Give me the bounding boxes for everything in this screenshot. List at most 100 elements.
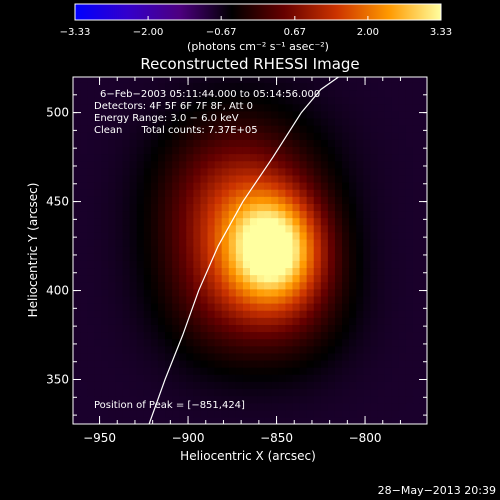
heatmap-cell: [235, 267, 244, 276]
heatmap-cell: [122, 103, 131, 112]
heatmap-cell: [235, 132, 244, 140]
heatmap-cell: [214, 281, 223, 290]
heatmap-cell: [306, 324, 315, 333]
heatmap-cell: [377, 196, 386, 204]
heatmap-cell: [334, 167, 343, 176]
heatmap-cell: [342, 402, 350, 411]
heatmap-cell: [342, 181, 350, 190]
y-tick-label: 400: [46, 284, 69, 298]
heatmap-cell: [207, 146, 216, 155]
heatmap-cell: [334, 302, 343, 311]
heatmap-cell: [228, 96, 237, 105]
heatmap-cell: [299, 210, 308, 219]
heatmap-cell: [150, 388, 159, 397]
heatmap-cell: [327, 416, 336, 424]
heatmap-cell: [179, 96, 187, 105]
heatmap-cell: [370, 181, 379, 190]
heatmap-cell: [165, 324, 173, 333]
heatmap-cell: [285, 381, 294, 390]
heatmap-cell: [412, 203, 421, 212]
heatmap-cell: [242, 153, 251, 162]
heatmap-cell: [122, 196, 131, 204]
heatmap-cell: [356, 96, 364, 105]
heatmap-cell: [73, 260, 81, 269]
heatmap-cell: [221, 302, 230, 311]
heatmap-cell: [101, 331, 109, 340]
heatmap-cell: [94, 103, 102, 112]
heatmap-cell: [228, 89, 237, 98]
heatmap-cell: [94, 359, 102, 368]
heatmap-cell: [391, 231, 400, 240]
heatmap-cell: [250, 110, 258, 119]
heatmap-cell: [221, 267, 230, 276]
heatmap-cell: [313, 217, 322, 226]
heatmap-cell: [136, 246, 145, 254]
heatmap-cell: [349, 217, 357, 226]
heatmap-cell: [101, 153, 109, 162]
heatmap-cell: [377, 374, 386, 382]
heatmap-cell: [356, 139, 364, 147]
heatmap-cell: [228, 374, 237, 382]
heatmap-cell: [101, 260, 109, 269]
heatmap-cell: [157, 367, 166, 375]
heatmap-cell: [235, 381, 244, 390]
heatmap-cell: [405, 416, 414, 424]
heatmap-cell: [221, 238, 230, 247]
heatmap-cell: [313, 125, 322, 133]
heatmap-cell: [172, 203, 180, 212]
heatmap-cell: [299, 217, 308, 226]
heatmap-cell: [264, 338, 272, 347]
heatmap-cell: [157, 117, 166, 126]
heatmap-cell: [172, 338, 180, 347]
heatmap-cell: [377, 310, 386, 318]
heatmap-cell: [363, 302, 371, 311]
heatmap-cell: [250, 238, 258, 247]
heatmap-cell: [80, 89, 88, 98]
heatmap-cell: [299, 381, 308, 390]
heatmap-cell: [115, 359, 124, 368]
heatmap-cell: [80, 203, 88, 212]
heatmap-cell: [271, 381, 279, 390]
heatmap-cell: [349, 310, 357, 318]
heatmap-cell: [412, 103, 421, 112]
heatmap-cell: [342, 331, 350, 340]
colorbar-tick-label: −3.33: [60, 27, 91, 38]
heatmap-cell: [101, 253, 109, 261]
heatmap-cell: [250, 381, 258, 390]
heatmap-cell: [73, 167, 81, 176]
heatmap-cell: [370, 153, 379, 162]
heatmap-cell: [349, 153, 357, 162]
heatmap-cell: [172, 146, 180, 155]
peak-position-label: Position of Peak = [−851,424]: [94, 400, 245, 411]
heatmap-cell: [405, 117, 414, 126]
heatmap-cell: [264, 196, 272, 204]
heatmap-cell: [412, 388, 421, 397]
heatmap-cell: [179, 388, 187, 397]
heatmap-cell: [363, 288, 371, 297]
heatmap-cell: [80, 388, 88, 397]
heatmap-cell: [200, 132, 209, 140]
heatmap-cell: [136, 310, 145, 318]
heatmap-cell: [299, 110, 308, 119]
heatmap-cell: [250, 96, 258, 105]
heatmap-cell: [101, 110, 109, 119]
heatmap-cell: [193, 210, 202, 219]
heatmap-cell: [80, 160, 88, 169]
heatmap-cell: [419, 174, 427, 183]
heatmap-cell: [349, 374, 357, 382]
heatmap-cell: [398, 260, 407, 269]
heatmap-cell: [278, 359, 286, 368]
heatmap-cell: [370, 82, 379, 91]
heatmap-cell: [306, 224, 315, 233]
heatmap-cell: [391, 110, 400, 119]
heatmap-cell: [306, 395, 315, 404]
heatmap-cell: [193, 395, 202, 404]
heatmap-cell: [278, 338, 286, 347]
heatmap-cell: [179, 374, 187, 382]
heatmap-cell: [108, 367, 117, 375]
heatmap-cell: [94, 224, 102, 233]
heatmap-cell: [214, 367, 223, 375]
heatmap-cell: [214, 381, 223, 390]
heatmap-cell: [285, 146, 294, 155]
heatmap-cell: [419, 139, 427, 147]
